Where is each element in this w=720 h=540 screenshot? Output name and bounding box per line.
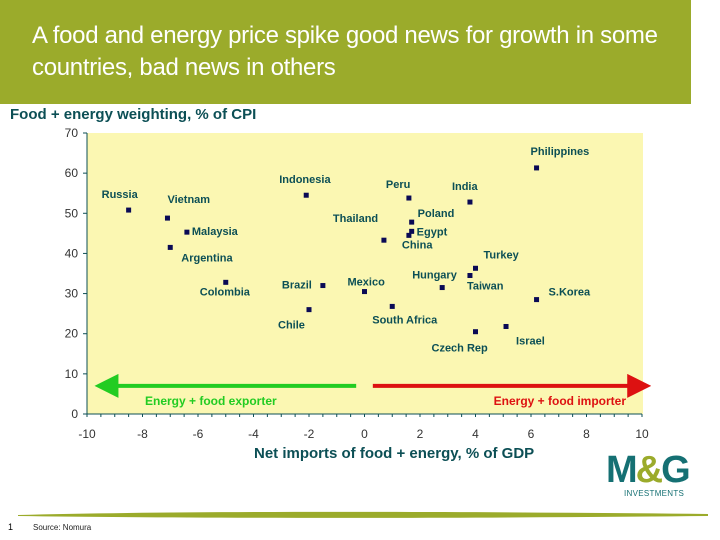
point-label: Thailand	[333, 213, 378, 225]
slide-title: A food and energy price spike good news …	[32, 22, 658, 81]
data-points	[126, 165, 540, 335]
logo-wordmark: M&G	[606, 449, 691, 491]
x-tick-label: 2	[417, 427, 424, 441]
data-point	[406, 232, 412, 238]
point-label: Vietnam	[167, 194, 210, 206]
x-tick-label: -8	[137, 427, 148, 441]
importer-label: Energy + food importer	[494, 394, 627, 408]
data-point	[473, 265, 478, 271]
data-point	[467, 199, 473, 205]
x-tick-label: 10	[635, 427, 649, 441]
data-point	[381, 237, 387, 243]
data-point	[534, 297, 540, 303]
data-point	[409, 228, 415, 234]
brush-stroke-divider	[18, 511, 708, 518]
x-axis-title: Net imports of food + energy, % of GDP	[254, 445, 535, 462]
point-label: Egypt	[417, 226, 448, 238]
data-point	[406, 195, 412, 201]
y-tick-label: 30	[65, 287, 79, 301]
logo-subtitle: INVESTMENTS	[624, 489, 685, 498]
point-label: Mexico	[348, 277, 386, 289]
axes: 0 10 20 30 40 50 60 70 -10 -8 -6 -4 -2 0 2 4 6 8 10	[65, 126, 649, 441]
y-tick-label: 50	[65, 206, 79, 220]
point-label: Chile	[278, 320, 305, 332]
data-point	[503, 323, 509, 329]
point-label: Czech Rep	[432, 343, 489, 355]
y-tick-label: 10	[65, 367, 79, 381]
x-tick-label: 6	[528, 427, 535, 441]
annotations: Energy + food exporter Energy + food impo…	[94, 373, 652, 408]
data-point	[467, 273, 473, 279]
data-point	[303, 192, 309, 198]
point-label: Hungary	[412, 270, 458, 282]
data-point	[439, 285, 445, 291]
title-banner: A food and energy price spike good news …	[0, 0, 691, 104]
page-number: 1	[8, 522, 14, 532]
point-label: Philippines	[531, 146, 590, 158]
x-tick-label: -4	[248, 427, 259, 441]
data-point	[164, 215, 170, 221]
data-point	[320, 283, 326, 289]
data-point	[473, 329, 478, 335]
point-label: Poland	[418, 208, 455, 220]
point-label: S.Korea	[549, 287, 591, 299]
data-point	[409, 219, 415, 225]
y-axis-title: Food + energy weighting, % of CPI	[10, 106, 257, 123]
y-tick-label: 20	[65, 327, 79, 341]
source-note: Source: Nomura	[33, 523, 92, 532]
data-point	[389, 303, 395, 309]
point-label: Israel	[516, 335, 545, 347]
point-label: China	[402, 239, 433, 251]
data-point	[167, 244, 173, 250]
point-label: Taiwan	[467, 281, 504, 293]
point-label: Turkey	[484, 249, 520, 261]
y-tick-label: 40	[65, 246, 79, 260]
y-tick-label: 60	[65, 166, 79, 180]
x-tick-label: 8	[583, 427, 590, 441]
data-labels: Russia Vietnam Malaysia Argentina Colombia In…	[102, 146, 591, 355]
x-tick-label: -2	[304, 427, 315, 441]
data-point	[534, 165, 540, 171]
point-label: Colombia	[200, 286, 251, 298]
x-tick-label: 0	[361, 427, 368, 441]
mg-logo: M&G INVESTMENTS	[606, 450, 706, 500]
y-tick-label: 0	[71, 407, 78, 421]
point-label: India	[452, 181, 479, 193]
point-label: Russia	[102, 189, 139, 201]
point-label: Peru	[386, 179, 410, 191]
x-tick-label: -6	[193, 427, 204, 441]
point-label: Malaysia	[192, 226, 239, 238]
data-point	[184, 229, 190, 235]
plot-area	[87, 133, 643, 414]
point-label: Brazil	[282, 280, 312, 292]
data-point	[306, 307, 312, 313]
exporter-label: Energy + food exporter	[145, 394, 277, 408]
point-label: South Africa	[372, 314, 438, 326]
x-tick-label: 4	[472, 427, 479, 441]
point-label: Indonesia	[279, 174, 331, 186]
x-tick-label: -10	[78, 427, 96, 441]
data-point	[362, 289, 367, 295]
data-point	[126, 207, 132, 213]
point-label: Argentina	[181, 252, 233, 264]
data-point	[223, 279, 229, 285]
y-tick-label: 70	[65, 126, 79, 140]
